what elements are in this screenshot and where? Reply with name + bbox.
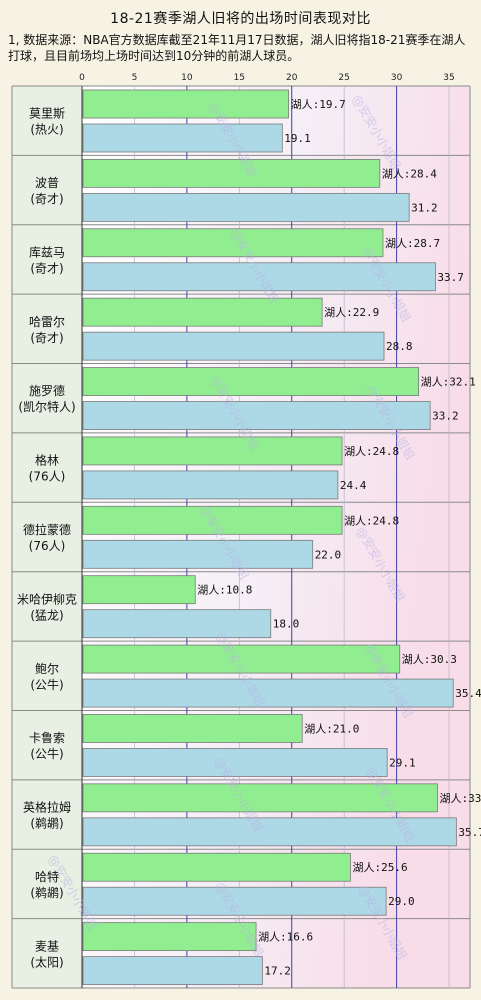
category-label-team: (公牛) — [30, 677, 63, 692]
bar-current — [82, 609, 272, 639]
bar-current — [82, 956, 263, 986]
bar-current — [82, 886, 387, 916]
bar-current — [82, 817, 457, 847]
bar-current — [82, 262, 436, 292]
x-tick-label: 25 — [338, 73, 349, 83]
x-tick-label: 5 — [132, 73, 138, 83]
bar-value-label: 18.0 — [273, 618, 300, 631]
bar-lakers — [82, 367, 420, 396]
category-column — [12, 86, 82, 988]
bar-lakers — [82, 922, 257, 952]
bar-value-label: 35.7 — [458, 826, 481, 839]
bar-value-label: 31.2 — [411, 201, 438, 214]
bar-value-label: 湖人:30.3 — [402, 653, 457, 666]
category-label-name: 库兹马 — [29, 244, 65, 259]
x-tick-label: 35 — [443, 73, 454, 83]
bar-value-label: 24.4 — [340, 479, 367, 492]
bar-value-label: 湖人:22.9 — [324, 306, 379, 319]
bar-value-label: 湖人:21.0 — [304, 722, 359, 735]
chart-title: 18-21赛季湖人旧将的出场时间表现对比 — [110, 11, 371, 27]
bar-value-label: 湖人:25.6 — [352, 861, 407, 874]
bar-value-label: 湖人:33.9 — [439, 792, 481, 805]
bar-value-label: 33.7 — [437, 271, 464, 284]
x-tick-label: 30 — [391, 73, 403, 83]
bar-lakers — [82, 297, 323, 327]
bar-lakers — [82, 575, 196, 605]
category-label-name: 施罗德 — [29, 383, 65, 398]
bar-lakers — [82, 158, 381, 188]
bar-value-label: 湖人:19.7 — [291, 98, 346, 111]
bar-current — [82, 331, 385, 361]
bar-value-label: 湖人:28.7 — [385, 237, 440, 250]
x-tick-label: 20 — [286, 73, 298, 83]
bar-value-label: 33.2 — [432, 410, 459, 423]
bar-lakers — [82, 852, 351, 882]
bar-current — [82, 539, 314, 569]
category-label-team: (太阳) — [30, 954, 63, 969]
bar-lakers — [82, 644, 401, 674]
bar-value-label: 湖人:32.1 — [421, 376, 476, 389]
bar-current — [82, 748, 388, 777]
bar-lakers — [82, 783, 438, 813]
category-label-name: 格林 — [35, 453, 59, 468]
bar-current — [82, 123, 283, 153]
category-label-team: (凯尔特人) — [18, 399, 75, 414]
bar-current — [82, 470, 339, 500]
x-tick-label: 0 — [79, 73, 85, 83]
category-label-name: 哈特 — [35, 869, 59, 884]
bar-value-label: 22.0 — [315, 548, 342, 561]
bar-lakers — [82, 89, 289, 119]
x-tick-label: 10 — [181, 73, 193, 83]
category-label-name: 英格拉姆 — [23, 800, 71, 815]
bar-lakers — [82, 714, 303, 743]
category-label-name: 麦基 — [35, 939, 59, 953]
bar-lakers — [82, 505, 343, 535]
category-label-team: (公牛) — [30, 746, 63, 761]
bar-value-label: 湖人:28.4 — [382, 167, 437, 180]
category-label-team: (猛龙) — [30, 608, 63, 622]
source-note: 1, 数据来源：NBA官方数据库截至21年11月17日数据，湖人旧将指18-21… — [8, 33, 466, 63]
bar-value-label: 29.0 — [388, 895, 415, 908]
category-label-name: 波普 — [35, 176, 59, 190]
category-label-name: 鲍尔 — [35, 661, 59, 676]
bar-current — [82, 401, 431, 430]
bar-lakers — [82, 228, 384, 258]
bar-value-label: 湖人:24.8 — [344, 445, 399, 458]
category-label-team: (奇才) — [30, 192, 63, 206]
category-label-team: (鹈鹕) — [30, 885, 63, 900]
category-label-team: (76人) — [29, 470, 66, 484]
category-label-team: (奇才) — [30, 331, 63, 345]
category-label-name: 德拉蒙德 — [23, 522, 71, 537]
category-label-name: 哈雷尔 — [29, 314, 65, 329]
bar-value-label: 35.4 — [455, 687, 481, 700]
bar-value-label: 19.1 — [284, 132, 311, 145]
bar-value-label: 湖人:10.8 — [197, 584, 252, 597]
category-label-name: 莫里斯 — [29, 107, 65, 121]
bar-value-label: 28.8 — [386, 340, 413, 353]
bar-value-label: 湖人:24.8 — [344, 514, 399, 527]
category-label-team: (热火) — [30, 123, 63, 137]
category-label-team: (鹈鹕) — [30, 816, 63, 831]
bar-lakers — [82, 436, 343, 466]
category-label-team: (76人) — [29, 539, 66, 553]
bar-value-label: 湖人:16.6 — [258, 931, 313, 944]
category-label-name: 卡鲁索 — [29, 731, 65, 745]
category-label-team: (奇才) — [30, 261, 63, 275]
category-label-name: 米哈伊柳克 — [17, 592, 77, 606]
bar-current — [82, 192, 410, 222]
bar-value-label: 29.1 — [389, 756, 416, 769]
bar-current — [82, 678, 454, 708]
x-tick-label: 15 — [234, 73, 245, 83]
bar-value-label: 17.2 — [264, 965, 291, 978]
